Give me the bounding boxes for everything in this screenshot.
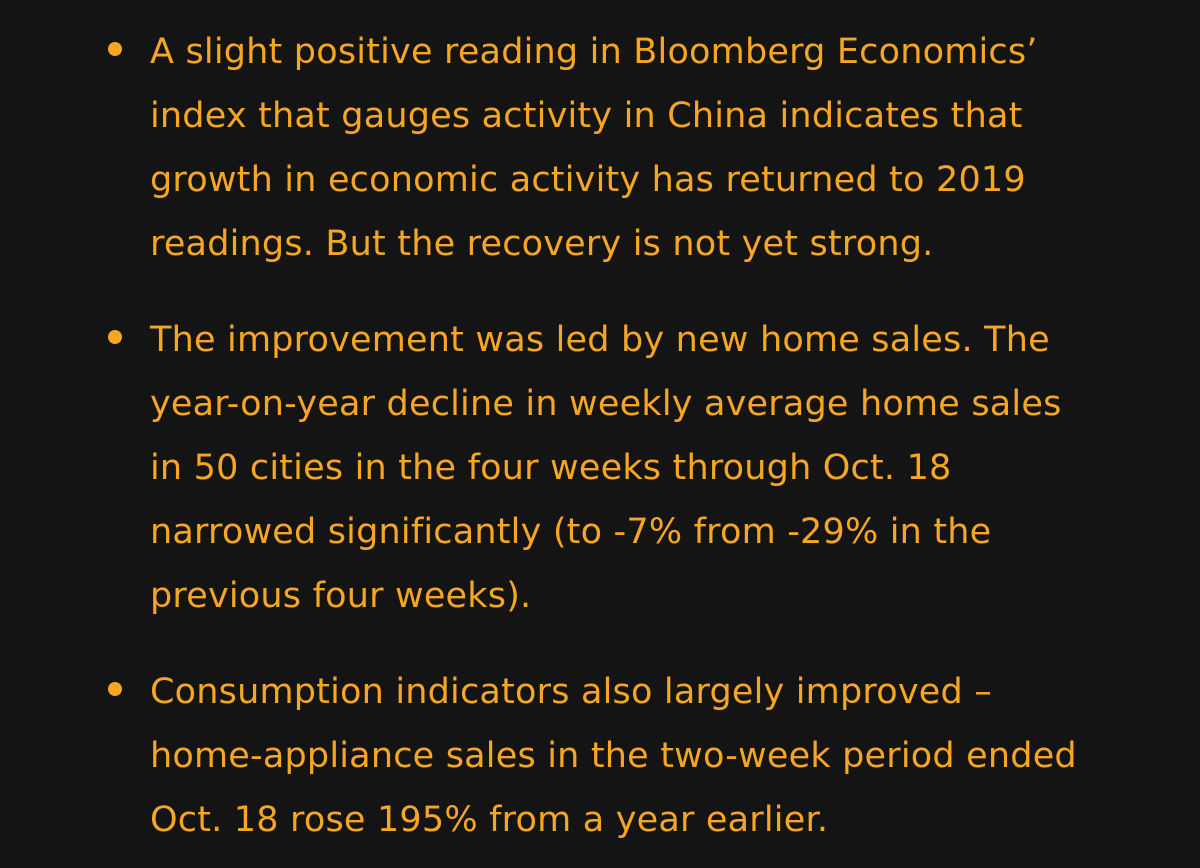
bullet-item-1: A slight positive reading in Bloomberg E… — [0, 20, 1200, 276]
text-line: narrowed significantly (to -7% from -29%… — [150, 512, 992, 552]
bullet-item-2: The improvement was led by new home sale… — [0, 308, 1200, 628]
bullet-dot-icon — [108, 682, 122, 696]
bullet-item-3: Consumption indicators also largely impr… — [0, 660, 1200, 852]
bullet-text: A slight positive reading in Bloomberg E… — [150, 20, 1160, 276]
text-line: growth in economic activity has returned… — [150, 160, 1026, 200]
bullet-text: The improvement was led by new home sale… — [150, 308, 1160, 628]
bullet-dot-icon — [108, 330, 122, 344]
text-line: previous four weeks). — [150, 576, 532, 616]
text-line: readings. But the recovery is not yet st… — [150, 224, 934, 264]
bullet-dot-icon — [108, 42, 122, 56]
bullet-list: A slight positive reading in Bloomberg E… — [0, 20, 1200, 868]
text-line: A slight positive reading in Bloomberg E… — [150, 32, 1038, 72]
text-line: Oct. 18 rose 195% from a year earlier. — [150, 800, 829, 840]
text-line: The improvement was led by new home sale… — [150, 320, 1050, 360]
text-line: index that gauges activity in China indi… — [150, 96, 1023, 136]
text-line: year-on-year decline in weekly average h… — [150, 384, 1062, 424]
bullet-text: Consumption indicators also largely impr… — [150, 660, 1160, 852]
text-line: Consumption indicators also largely impr… — [150, 672, 992, 712]
text-line: in 50 cities in the four weeks through O… — [150, 448, 952, 488]
text-line: home-appliance sales in the two-week per… — [150, 736, 1077, 776]
